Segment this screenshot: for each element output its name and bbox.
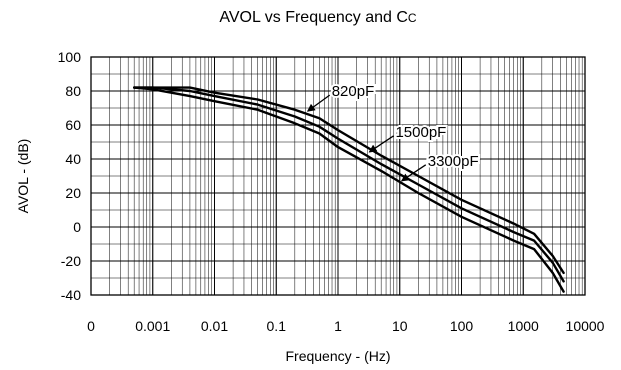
plot-frame xyxy=(90,56,586,296)
x-tick-label: 10000 xyxy=(566,318,605,334)
chart-title: AVOL vs Frequency and CC xyxy=(219,9,417,26)
annotation-arrow xyxy=(368,135,394,153)
y-tick-label: 40 xyxy=(65,151,81,167)
y-tick-label: 100 xyxy=(58,49,82,65)
annotation-arrow xyxy=(400,164,427,182)
annotation-label-820pF: 820pF xyxy=(332,83,375,100)
x-tick-labels: 0 0.001 0.01 0.1 1 10 100 1000 10000 xyxy=(87,318,605,334)
x-tick-label: 0 xyxy=(87,318,95,334)
series-line-1500pF xyxy=(132,86,565,283)
y-axis-label: AVOL - (dB) xyxy=(15,139,31,214)
x-axis-label: Frequency - (Hz) xyxy=(285,348,390,364)
annotation-label-1500pF: 1500pF xyxy=(395,124,446,141)
x-tick-label: 0.1 xyxy=(267,318,287,334)
x-tick-label: 10 xyxy=(392,318,408,334)
x-tick-label: 0.01 xyxy=(201,318,228,334)
x-tick-label: 100 xyxy=(450,318,474,334)
y-tick-label: 80 xyxy=(65,83,81,99)
series-line-820pF xyxy=(132,86,565,275)
y-tick-label: 0 xyxy=(73,219,81,235)
annotation-arrow xyxy=(306,94,331,112)
series-line-3300pF xyxy=(132,86,565,293)
y-tick-label: 60 xyxy=(65,117,81,133)
series-group xyxy=(132,86,565,293)
annotation-label-3300pF: 3300pF xyxy=(428,153,479,170)
x-tick-label: 1000 xyxy=(508,318,539,334)
annotations-group: 820pF 1500pF 3300pF xyxy=(306,81,481,182)
y-tick-label: -20 xyxy=(61,253,81,269)
y-tick-labels: 100 80 60 40 20 0 -20 -40 xyxy=(58,49,82,303)
y-tick-label: -40 xyxy=(61,287,81,303)
x-tick-label: 0.001 xyxy=(135,318,170,334)
y-tick-label: 20 xyxy=(65,185,81,201)
x-tick-label: 1 xyxy=(334,318,342,334)
